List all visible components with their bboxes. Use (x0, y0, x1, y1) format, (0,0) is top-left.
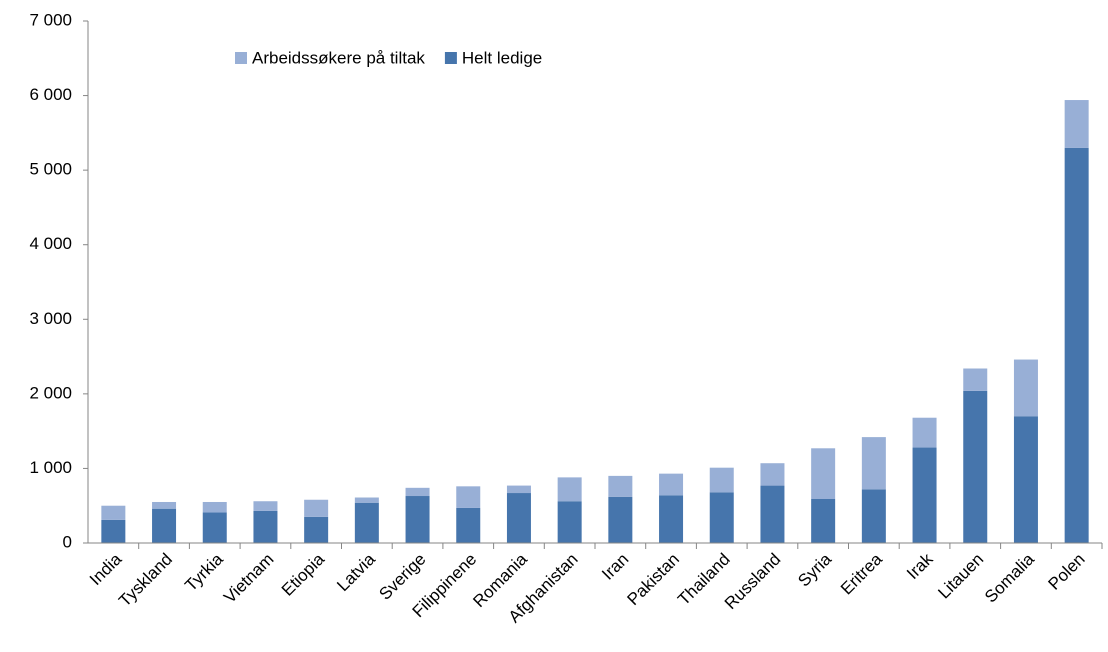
y-tick-label: 6 000 (29, 85, 72, 104)
bar-segment (202, 512, 227, 543)
bar-segment (760, 485, 785, 543)
legend-swatch (235, 52, 247, 64)
x-tick-label: Litauen (934, 550, 987, 603)
bar-segment (202, 501, 227, 513)
bar-segment (101, 505, 126, 520)
legend-label: Helt ledige (462, 48, 542, 67)
bar-segment (659, 473, 684, 496)
y-tick-label: 4 000 (29, 234, 72, 253)
bar-segment (304, 499, 329, 517)
bar-segment (557, 477, 582, 502)
legend-label: Arbeidssøkere på tiltak (252, 48, 425, 67)
x-tick-label: India (86, 549, 126, 589)
x-tick-label: Tyskland (115, 550, 176, 611)
bar-segment (861, 437, 886, 490)
bar-segment (709, 492, 734, 543)
legend-swatch (444, 52, 457, 64)
bar-segment (1064, 100, 1089, 148)
bar-segment (253, 501, 278, 511)
y-tick-label: 7 000 (29, 10, 72, 29)
bar-segment (963, 390, 988, 543)
x-tick-label: Etiopia (278, 549, 329, 600)
bar-segment (456, 507, 481, 543)
bar-segment (506, 493, 531, 543)
y-tick-label: 2 000 (29, 383, 72, 402)
y-tick-label: 0 (63, 532, 72, 551)
bar-segment (354, 497, 379, 503)
bar-segment (912, 447, 937, 543)
bar-segment (861, 489, 886, 543)
bar-segment (253, 510, 278, 543)
x-tick-label: Somalia (981, 549, 1038, 606)
bar-segment (101, 519, 126, 543)
x-tick-label: Eritrea (837, 549, 886, 598)
x-tick-label: Iran (598, 550, 632, 584)
bar-segment (405, 487, 430, 497)
bar-segment (456, 486, 481, 508)
bar-segment (608, 475, 633, 497)
bar-segment (1064, 147, 1089, 543)
bar-segment (1013, 359, 1038, 417)
x-tick-label: Irak (903, 549, 937, 583)
x-tick-label: Tyrkia (181, 549, 227, 595)
bar-segment (354, 502, 379, 543)
bar-segment (152, 501, 177, 509)
x-tick-label: Russland (721, 550, 785, 614)
x-tick-label: Pakistan (624, 550, 684, 610)
bar-segment (506, 485, 531, 494)
x-tick-label: Vietnam (220, 550, 277, 607)
bar-segment (659, 495, 684, 543)
bar-segment (304, 516, 329, 543)
bar-segment (557, 501, 582, 543)
bar-segment (912, 417, 937, 448)
bar-segment (1013, 416, 1038, 543)
x-tick-label: Latvia (333, 549, 379, 595)
y-tick-label: 3 000 (29, 309, 72, 328)
x-tick-label: Syria (794, 549, 835, 590)
bar-segment (811, 499, 836, 543)
y-tick-label: 1 000 (29, 458, 72, 477)
y-tick-label: 5 000 (29, 160, 72, 179)
bar-segment (608, 496, 633, 543)
bar-segment (760, 463, 785, 486)
bar-segment (963, 368, 988, 391)
x-tick-label: Polen (1044, 550, 1088, 594)
bar-segment (152, 508, 177, 543)
bar-segment (709, 467, 734, 493)
bar-segment (405, 496, 430, 543)
bar-segment (811, 448, 836, 500)
